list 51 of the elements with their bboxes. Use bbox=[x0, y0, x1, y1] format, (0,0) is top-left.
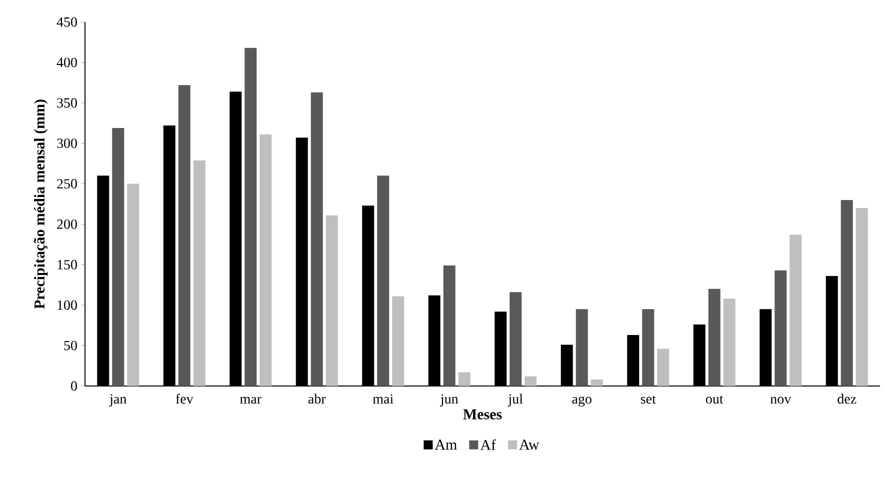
bar bbox=[244, 48, 257, 386]
x-tick-label: ago bbox=[572, 396, 592, 407]
y-tick-label: 0 bbox=[71, 381, 77, 391]
y-tick-label: 350 bbox=[57, 98, 77, 108]
bar bbox=[708, 288, 720, 386]
bar bbox=[642, 309, 654, 386]
legend-label: Aw bbox=[519, 440, 540, 450]
bar bbox=[840, 200, 853, 386]
bar bbox=[392, 296, 404, 386]
bar bbox=[723, 298, 736, 386]
bar bbox=[260, 134, 272, 386]
x-tick-label: mai bbox=[372, 394, 394, 404]
bar bbox=[112, 128, 124, 386]
bar bbox=[774, 270, 787, 386]
bar bbox=[377, 176, 390, 386]
legend-label: Am bbox=[434, 440, 457, 450]
bar bbox=[790, 234, 802, 386]
y-tick-label: 100 bbox=[58, 300, 77, 310]
bar bbox=[510, 292, 522, 386]
bar bbox=[590, 380, 603, 386]
y-tick-label: 300 bbox=[57, 138, 77, 148]
bar bbox=[576, 309, 588, 386]
legend-label: Af bbox=[480, 439, 496, 450]
bar bbox=[178, 85, 190, 386]
x-tick-label: set bbox=[640, 396, 656, 404]
bar bbox=[193, 160, 206, 386]
y-tick-label: 400 bbox=[56, 58, 77, 68]
x-tick-label: mar bbox=[240, 396, 262, 404]
x-tick-label: out bbox=[706, 396, 724, 404]
y-tick-label: 200 bbox=[57, 219, 77, 229]
bar bbox=[657, 348, 670, 386]
y-tick-label: 450 bbox=[56, 17, 77, 27]
bar bbox=[127, 184, 140, 386]
x-tick-label: jan bbox=[109, 394, 126, 407]
y-tick-label: 150 bbox=[58, 260, 77, 270]
bar bbox=[310, 92, 323, 386]
y-tick-label: 250 bbox=[57, 179, 77, 189]
x-tick-label: jun bbox=[440, 394, 458, 407]
x-tick-label: fev bbox=[176, 394, 194, 404]
bar bbox=[326, 215, 338, 386]
x-tick-label: dez bbox=[838, 394, 856, 404]
y-tick-label: 50 bbox=[64, 340, 77, 350]
bar bbox=[443, 265, 456, 386]
y-axis-title: Precipitação média mensal (mm) bbox=[34, 100, 48, 309]
bar bbox=[524, 376, 537, 386]
x-tick-label: jul bbox=[508, 394, 523, 407]
x-tick-label: abr bbox=[308, 394, 326, 404]
x-tick-label: nov bbox=[770, 396, 792, 404]
bar bbox=[856, 208, 868, 386]
x-axis-title: Meses bbox=[463, 409, 502, 420]
bar bbox=[458, 372, 470, 386]
